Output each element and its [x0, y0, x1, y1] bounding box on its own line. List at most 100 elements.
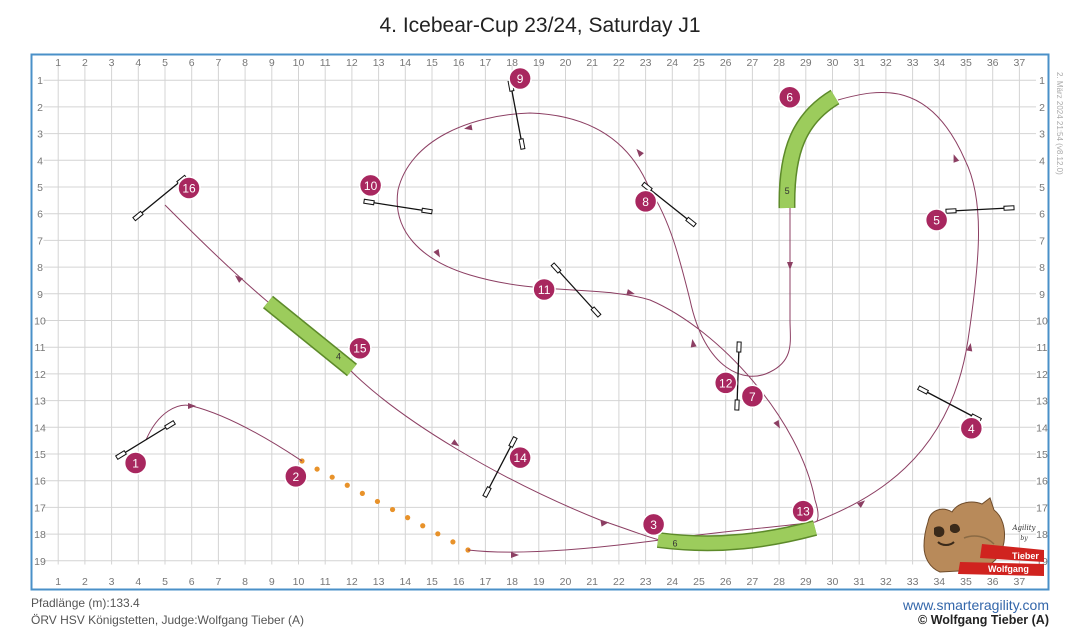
axis-label: 12 — [34, 369, 46, 381]
website-link[interactable]: www.smarteragility.com — [903, 597, 1049, 613]
obstacle-number-2: 2 — [284, 464, 308, 489]
tunnel-5 — [779, 90, 839, 209]
axis-label: 11 — [35, 342, 46, 354]
lead-dot — [435, 531, 441, 537]
axis-label: 21 — [586, 576, 598, 588]
axis-label: 25 — [693, 57, 705, 69]
jump-wing — [641, 181, 653, 193]
number-label: 4 — [968, 422, 975, 436]
number-label: 1 — [132, 457, 139, 471]
axis-label: 12 — [346, 576, 358, 588]
number-marker — [924, 208, 949, 232]
lead-dot — [344, 482, 350, 488]
path-arrow — [857, 500, 866, 508]
jump-bar — [736, 346, 740, 406]
number-label: 13 — [796, 505, 810, 519]
axis-label: 33 — [907, 57, 919, 69]
obstacle-number-9: 9 — [508, 66, 532, 91]
obstacle-number-1: 1 — [123, 451, 148, 475]
path-arrow — [636, 148, 644, 157]
axis-label: 21 — [586, 57, 598, 69]
tunnel-4 — [263, 296, 357, 376]
axis-label: 22 — [613, 576, 625, 588]
axis-label: 32 — [880, 57, 892, 69]
axis-label: 5 — [37, 182, 43, 194]
path-arrow — [464, 124, 473, 131]
copyright: © Wolfgang Tieber (A) — [918, 613, 1049, 627]
lead-dot — [374, 498, 381, 505]
svg-text:by: by — [1020, 535, 1028, 542]
jump-wing — [115, 449, 127, 461]
jump-bar — [137, 179, 183, 217]
path-arrow — [600, 520, 609, 527]
axis-label: 5 — [1039, 182, 1045, 194]
axis-label: 2 — [37, 102, 43, 114]
axis-label: 34 — [933, 576, 945, 588]
axis-label: 24 — [666, 57, 678, 69]
lead-dot — [405, 515, 411, 521]
axis-label: 1 — [55, 57, 61, 69]
axis-label: 27 — [747, 57, 759, 69]
number-label: 14 — [513, 451, 527, 465]
obstacle-number-10: 10 — [358, 173, 383, 198]
axis-label: 4 — [37, 155, 43, 167]
number-label: 15 — [353, 342, 367, 356]
axis-label: 10 — [34, 316, 46, 328]
jump-bar — [120, 424, 171, 456]
axis-labels: 1122334455667788991010111112121313141415… — [34, 57, 1048, 588]
axis-label: 35 — [960, 576, 972, 588]
axis-label: 31 — [853, 57, 865, 69]
jump-wing — [550, 262, 562, 274]
axis-label: 13 — [373, 576, 385, 588]
version-stamp: 2. März 2024 21:54 (v8.12.0) — [1055, 72, 1064, 175]
axis-label: 26 — [720, 576, 732, 588]
axis-label: 34 — [933, 57, 945, 69]
number-marker — [532, 277, 556, 302]
axis-label: 36 — [987, 576, 999, 588]
obstacle-number-13: 13 — [791, 499, 815, 523]
axis-label: 16 — [453, 57, 465, 69]
path-arrows — [188, 124, 973, 558]
axis-label: 18 — [506, 57, 518, 69]
axis-label: 4 — [135, 57, 141, 69]
axis-label: 25 — [693, 576, 705, 588]
number-label: 2 — [292, 470, 299, 484]
jump-bar — [922, 389, 977, 419]
axis-label: 17 — [480, 57, 492, 69]
path-arrow — [953, 154, 960, 163]
path-arrow — [690, 339, 697, 348]
jump-wing — [685, 216, 697, 228]
path-arrow — [188, 403, 196, 409]
number-marker — [641, 512, 666, 537]
course-frame — [30, 53, 1050, 591]
number-marker — [508, 445, 532, 470]
axis-label: 9 — [269, 576, 275, 588]
axis-label: 22 — [613, 57, 625, 69]
number-label: 7 — [749, 390, 756, 404]
axis-label: 14 — [1036, 422, 1048, 434]
axis-label: 6 — [1039, 209, 1045, 221]
axis-label: 32 — [880, 576, 892, 588]
axis-label: 11 — [1037, 342, 1048, 354]
obstacle-number-5: 5 — [924, 208, 949, 232]
jump-wing — [164, 419, 176, 431]
number-marker — [713, 371, 738, 395]
axis-label: 2 — [1039, 102, 1045, 114]
jump-wing — [734, 399, 740, 411]
obstacle-number-8: 8 — [633, 189, 658, 214]
club-judge: ÖRV HSV Königstetten, Judge:Wolfgang Tie… — [31, 613, 305, 627]
axis-label: 2 — [82, 57, 88, 69]
jump-wing — [736, 341, 742, 353]
axis-label: 20 — [560, 576, 572, 588]
axis-label: 19 — [533, 576, 545, 588]
axis-label: 13 — [1036, 396, 1048, 408]
axis-label: 30 — [827, 57, 839, 69]
axis-label: 2 — [82, 576, 88, 588]
jump-wing — [363, 198, 375, 206]
axis-label: 1 — [55, 576, 61, 588]
axis-label: 27 — [747, 576, 759, 588]
axis-label: 19 — [34, 556, 46, 568]
axis-label: 9 — [269, 57, 275, 69]
axis-label: 17 — [1036, 502, 1048, 514]
